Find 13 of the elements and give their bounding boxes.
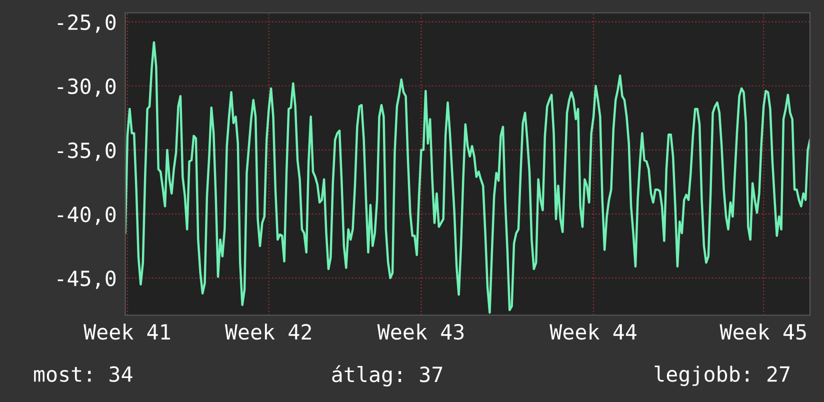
x-tick-label: Week 41 (84, 324, 170, 340)
x-tick-label: Week 44 (550, 324, 636, 340)
text: most: 34 (34, 366, 132, 382)
y-tick-label: -30,0 (58, 78, 116, 97)
y-tick-label: -45,0 (58, 270, 116, 289)
x-tick-label: Week 43 (377, 324, 464, 340)
text: átlag: 37 (332, 365, 442, 386)
y-tick-label: -40,0 (58, 206, 116, 225)
x-tick-label: Week 45 (720, 324, 806, 340)
text: legjobb: 27 (654, 366, 790, 386)
x-tick-label: Week 42 (224, 324, 311, 340)
y-tick-label: -35,0 (58, 142, 116, 161)
y-tick-label: -25,0 (58, 14, 116, 33)
